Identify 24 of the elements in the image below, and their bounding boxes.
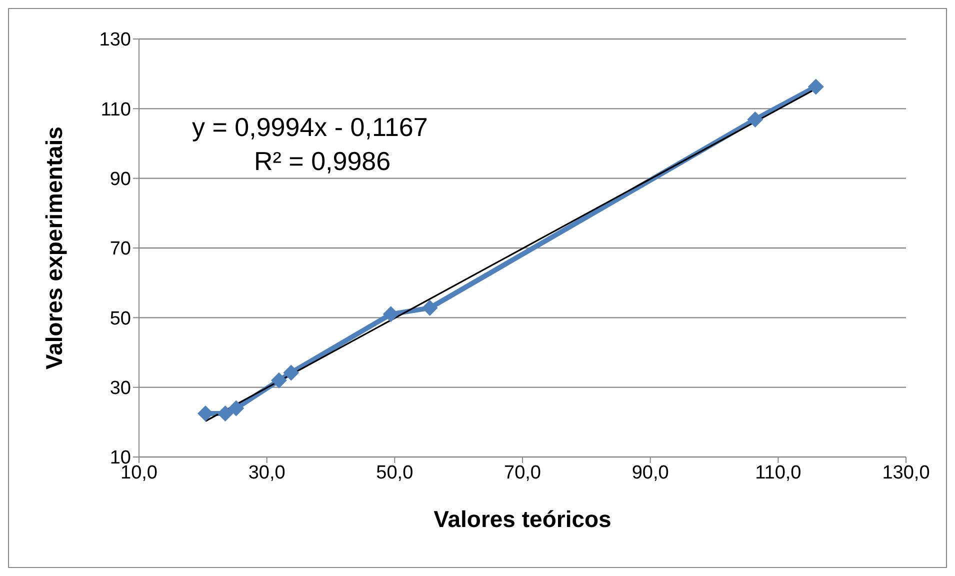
point <box>382 306 399 322</box>
y-tick-label: 50 <box>110 308 131 330</box>
y-axis-title: Valores experimentais <box>41 126 68 370</box>
point <box>422 300 438 316</box>
x-tick-label: 130,0 <box>882 462 930 484</box>
point <box>217 405 234 422</box>
x-tick-label: 90,0 <box>632 462 669 484</box>
point <box>747 111 764 128</box>
y-tick-label: 70 <box>110 238 131 260</box>
x-tick-label: 30,0 <box>248 462 286 484</box>
annotation: R² = 0,9986 <box>254 146 391 177</box>
y-tick-label: 30 <box>110 378 131 400</box>
x-tick-label: 50,0 <box>376 462 414 484</box>
x-tick-label: 110,0 <box>755 462 802 484</box>
point <box>270 372 287 388</box>
x-axis-title: Valores teóricos <box>434 506 612 532</box>
x-tick-label: 70,0 <box>504 462 541 484</box>
y-tick-label: 90 <box>110 169 131 190</box>
point <box>283 364 300 381</box>
annotation: y = 0,9994x - 0,1167 <box>192 112 428 143</box>
point <box>808 78 824 95</box>
y-tick-label: 130 <box>99 30 131 51</box>
point <box>228 400 244 416</box>
y-tick-label: 110 <box>100 99 131 120</box>
